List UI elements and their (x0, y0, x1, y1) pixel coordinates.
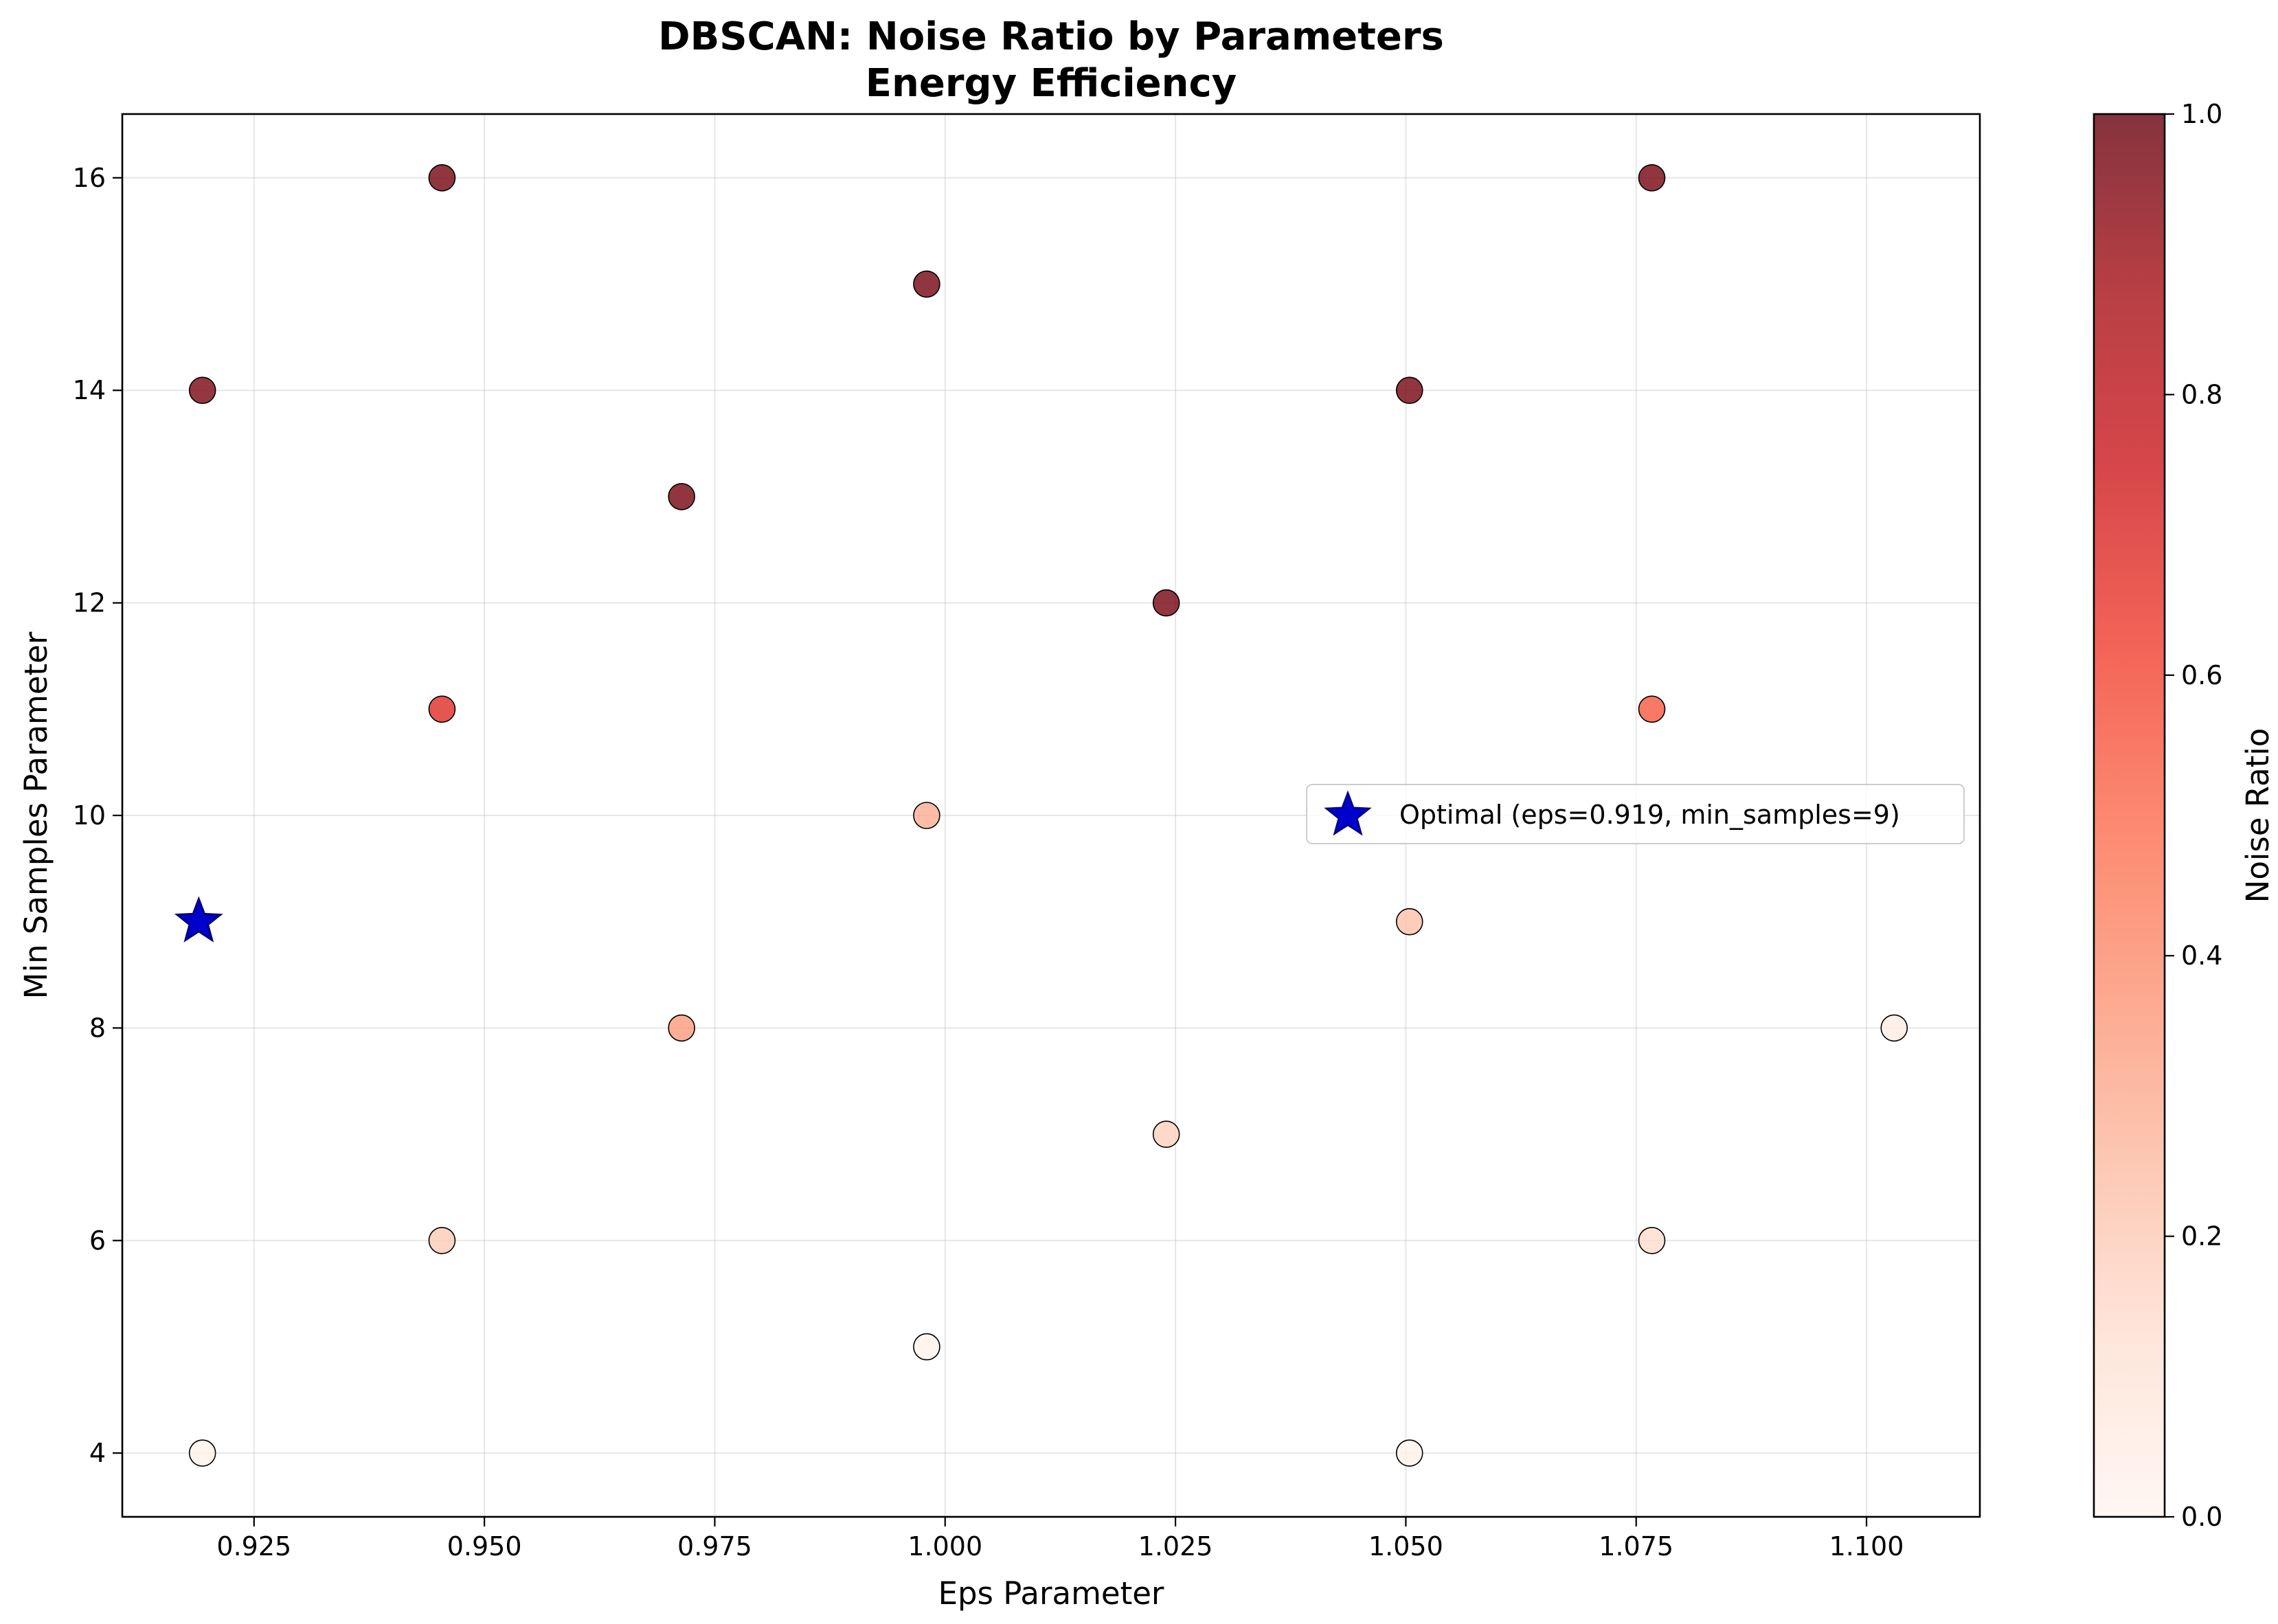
legend-label: Optimal (eps=0.919, min_samples=9) (1399, 800, 1900, 830)
y-tick-label-5: 14 (73, 375, 106, 405)
x-tick-label-1: 0.950 (447, 1531, 522, 1561)
data-point (1152, 589, 1180, 617)
data-point (428, 695, 456, 723)
legend-box (1306, 784, 1965, 844)
data-point (1395, 907, 1423, 936)
data-point (1152, 1120, 1180, 1148)
data-point (188, 376, 216, 405)
chart-title-line-1: DBSCAN: Noise Ratio by Parameters (658, 14, 1444, 59)
optimal-marker (174, 896, 223, 943)
data-point (1638, 1226, 1666, 1254)
data-point (913, 1333, 940, 1361)
colorbar-tick-label-3: 0.6 (2181, 660, 2222, 690)
colorbar-tick-label-5: 1.0 (2181, 99, 2222, 129)
chart-title: DBSCAN: Noise Ratio by Parameters Energy… (658, 14, 1444, 106)
x-tick-label-0: 0.925 (216, 1531, 291, 1561)
data-point (1395, 376, 1423, 405)
data-point (428, 1226, 456, 1254)
y-axis-label: Min Samples Parameter (18, 631, 54, 999)
x-tick-label-5: 1.050 (1368, 1531, 1443, 1561)
data-points (188, 164, 1908, 1467)
x-axis-ticks: 0.925 0.950 0.975 1.000 1.025 1.050 1.075 1.100 (216, 1517, 1904, 1561)
chart-subtitle: Energy Efficiency (866, 61, 1237, 106)
y-tick-label-6: 16 (73, 163, 106, 193)
colorbar-label: Noise Ratio (2240, 728, 2276, 903)
x-tick-label-7: 1.100 (1829, 1531, 1904, 1561)
y-tick-label-3: 10 (73, 800, 106, 831)
colorbar-tick-label-4: 0.8 (2181, 379, 2222, 409)
data-point (1638, 695, 1666, 723)
colorbar-frame (2093, 113, 2166, 1518)
data-point (1638, 164, 1666, 192)
x-tick-label-2: 0.975 (677, 1531, 752, 1561)
colorbar-tick-label-2: 0.4 (2181, 940, 2222, 971)
data-point (913, 270, 940, 298)
y-tick-label-1: 6 (89, 1226, 106, 1256)
data-point (428, 164, 456, 192)
data-point (188, 1439, 216, 1467)
optimal-star-marker (174, 896, 223, 943)
colorbar-ticks: 0.0 0.2 0.4 0.6 0.8 1.0 (2165, 99, 2222, 1532)
legend: Optimal (eps=0.919, min_samples=9) (1306, 784, 1965, 844)
x-tick-label-3: 1.000 (907, 1531, 982, 1561)
x-tick-label-4: 1.025 (1138, 1531, 1213, 1561)
data-point (668, 483, 695, 510)
colorbar: 0.0 0.2 0.4 0.6 0.8 1.0 Noise Ratio (2093, 99, 2276, 1532)
colorbar-gradient (2094, 114, 2165, 1517)
y-axis-ticks: 4 6 8 10 12 14 16 (73, 163, 122, 1468)
data-point (913, 802, 940, 829)
y-tick-label-4: 12 (73, 588, 106, 618)
colorbar-tick-label-0: 0.0 (2181, 1502, 2222, 1532)
x-axis-label: Eps Parameter (938, 1575, 1164, 1612)
x-tick-label-6: 1.075 (1599, 1531, 1673, 1561)
y-tick-label-2: 8 (89, 1013, 106, 1043)
data-point (1880, 1014, 1908, 1042)
data-point (668, 1014, 695, 1042)
y-tick-label-0: 4 (89, 1438, 106, 1468)
colorbar-tick-label-1: 0.2 (2181, 1221, 2222, 1252)
legend-star-icon (1324, 790, 1372, 836)
data-point (1395, 1439, 1423, 1467)
